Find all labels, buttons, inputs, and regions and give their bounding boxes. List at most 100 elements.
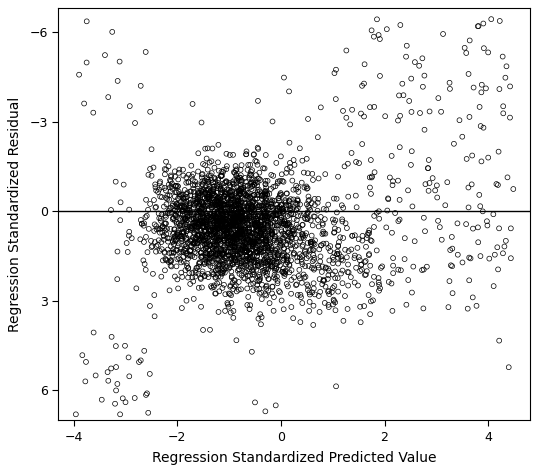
Point [223,194,232,202]
Point [186,209,195,217]
Point [243,252,251,259]
Point [280,215,289,223]
Point [196,208,204,215]
Point [203,191,211,198]
Point [240,239,249,247]
Point [197,284,206,291]
Point [333,251,342,258]
Point [237,260,246,267]
Point [272,207,281,214]
Point [223,205,231,212]
Point [235,188,243,195]
Point [225,179,233,187]
Point [154,241,162,249]
Point [347,245,356,253]
Point [245,211,253,219]
Point [231,213,240,220]
Point [186,237,194,245]
Point [197,187,206,195]
Point [141,48,150,56]
Point [194,211,202,219]
Point [228,242,237,249]
Point [407,161,415,169]
Point [260,193,268,201]
Point [266,258,274,265]
Point [225,211,234,219]
Point [331,217,339,224]
Point [263,197,271,205]
Point [304,203,313,210]
Point [267,255,276,263]
Point [246,250,255,258]
Point [162,230,171,238]
Point [321,299,329,307]
Point [325,290,334,298]
Point [247,247,256,254]
Point [266,220,275,228]
Point [182,206,190,214]
Point [195,208,204,216]
Point [217,217,225,225]
Point [252,217,261,225]
Point [308,222,317,229]
Point [253,277,262,285]
Point [256,230,264,237]
Point [319,228,328,236]
Point [223,194,231,201]
Point [196,218,204,225]
Point [217,199,225,207]
Point [221,190,229,198]
Point [281,226,290,234]
Point [189,240,198,248]
Point [227,299,236,307]
Point [214,224,223,232]
Point [490,282,498,290]
Point [224,240,233,248]
Point [171,173,179,181]
Point [255,285,264,293]
Point [185,206,194,214]
Point [220,218,228,225]
Point [250,233,259,241]
Point [139,222,148,229]
Point [266,215,275,223]
Point [249,179,258,186]
Point [424,187,433,194]
Point [230,168,238,176]
Point [247,204,256,212]
Point [293,216,301,224]
Point [275,262,284,269]
Point [173,207,181,215]
Point [309,212,318,220]
Point [221,216,229,223]
Point [240,244,249,251]
Point [286,202,295,210]
Point [224,237,233,245]
Point [271,215,280,223]
Point [176,256,185,263]
Point [154,236,163,244]
Point [175,190,184,198]
Point [395,143,404,151]
Point [254,211,263,219]
Point [169,236,178,243]
Point [260,201,269,209]
Point [253,252,261,260]
Point [177,232,186,240]
Point [224,217,233,225]
Point [232,230,241,237]
Point [314,223,323,230]
Point [296,235,305,242]
Point [206,172,215,179]
Point [370,168,379,176]
Point [273,180,282,187]
Point [214,218,223,225]
Point [214,236,222,244]
Point [214,198,222,205]
Point [238,218,247,225]
Point [244,195,252,202]
Point [228,260,236,267]
Point [119,181,128,188]
Point [262,236,271,244]
Point [241,200,250,208]
